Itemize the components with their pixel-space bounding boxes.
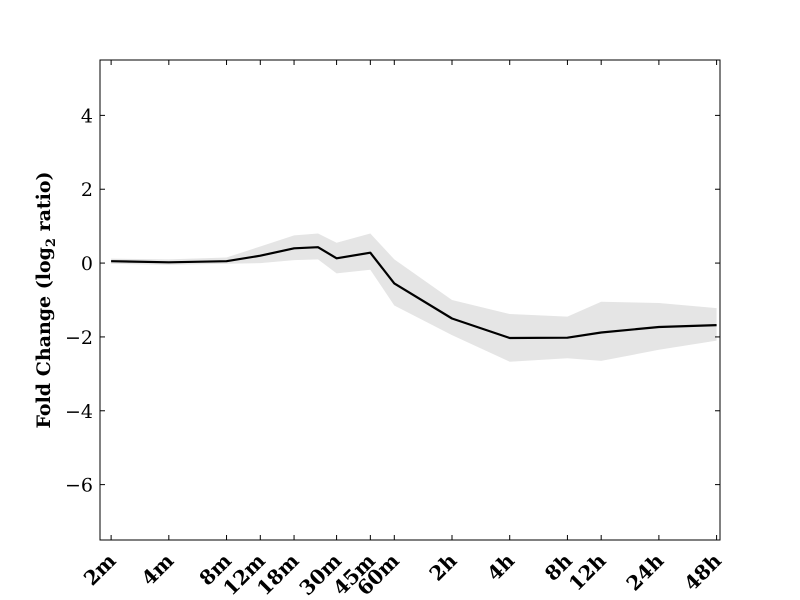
confidence-band: [111, 233, 717, 362]
plot-area-frame: [99, 59, 721, 541]
y-axis-label: Fold Change (log2 ratio): [33, 171, 59, 428]
y-axis-label-suffix: ratio): [33, 171, 55, 238]
series-line-layer: [111, 246, 717, 340]
y-axis-ticks: 4 2 0 −2 −4 −6: [65, 105, 720, 497]
y-tick-label: 2: [81, 179, 93, 201]
x-tick-label: 4m: [137, 549, 179, 591]
y-tick-label: −6: [65, 475, 93, 497]
x-tick-label: 4h: [482, 548, 519, 585]
series-line: [111, 246, 717, 340]
x-tick-label: 12h: [564, 548, 611, 595]
x-tick-label: 2m: [79, 549, 121, 591]
x-tick-label: 2h: [424, 548, 461, 585]
y-tick-label: 4: [81, 105, 93, 127]
confidence-band-layer: [111, 233, 717, 362]
y-tick-label: −4: [65, 401, 93, 423]
y-tick-label: 0: [81, 253, 93, 275]
x-tick-label: 24h: [621, 548, 668, 595]
y-axis-label-subscript: 2: [44, 238, 59, 247]
x-tick-label: 48h: [679, 548, 726, 595]
y-axis-label-prefix: Fold Change (log: [33, 247, 55, 428]
y-tick-label: −2: [65, 327, 93, 349]
